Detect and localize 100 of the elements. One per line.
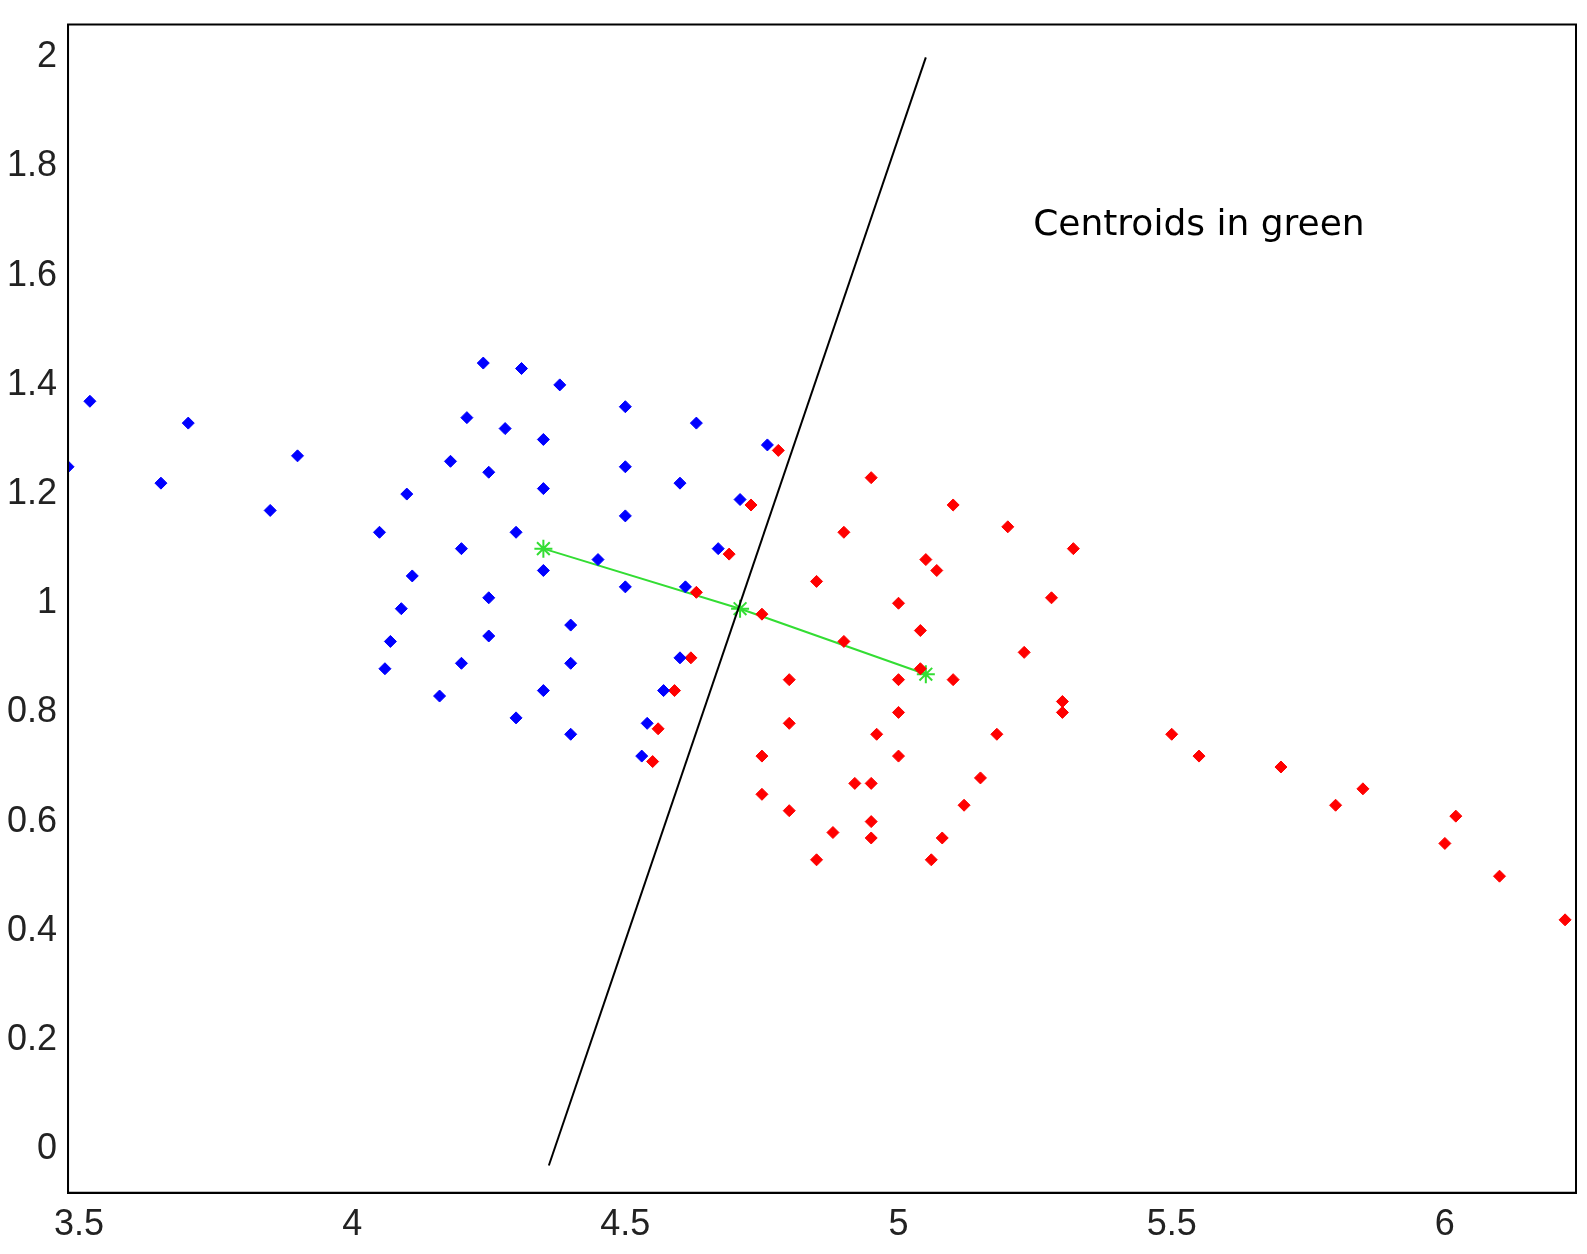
annotation: Centroids in green: [1033, 201, 1365, 243]
point: [394, 602, 408, 616]
point: [826, 826, 840, 840]
point: [957, 798, 971, 812]
point: [668, 684, 682, 698]
point: [935, 831, 949, 845]
point: [533, 538, 554, 559]
point: [755, 749, 769, 763]
point: [755, 787, 769, 801]
point: [733, 493, 747, 507]
point: [892, 673, 906, 687]
point: [1449, 809, 1463, 823]
point: [657, 684, 671, 698]
point: [771, 443, 785, 457]
point: [924, 853, 938, 867]
point: [892, 749, 906, 763]
point: [536, 482, 550, 496]
y-tick-label: 0.8: [7, 689, 58, 731]
point: [154, 476, 168, 490]
point: [782, 716, 796, 730]
y-tick-label: 1.2: [7, 470, 58, 512]
point: [1493, 869, 1507, 883]
point: [689, 585, 703, 599]
point: [553, 378, 567, 392]
point: [1165, 727, 1179, 741]
point: [684, 651, 698, 665]
point: [744, 498, 758, 512]
point: [482, 629, 496, 643]
point: [1192, 749, 1206, 763]
point: [673, 651, 687, 665]
point: [498, 422, 512, 436]
y-tick-label: 1.8: [7, 143, 58, 185]
point: [915, 664, 936, 685]
point: [864, 471, 878, 485]
point: [564, 618, 578, 632]
point: [919, 553, 933, 567]
point: [515, 362, 529, 376]
point: [618, 580, 632, 594]
point: [837, 634, 851, 648]
point: [618, 460, 632, 474]
point: [433, 689, 447, 703]
x-tick-label: 3.5: [53, 1202, 104, 1244]
point: [444, 454, 457, 468]
point: [711, 542, 725, 556]
point: [848, 776, 862, 790]
point: [646, 755, 660, 769]
point: [678, 580, 692, 594]
point: [782, 804, 796, 818]
y-tick-label: 0.2: [7, 1016, 58, 1058]
point: [913, 662, 927, 676]
x-tick-label: 5.5: [1146, 1202, 1197, 1244]
y-tick-label: 1: [37, 580, 58, 622]
y-tick-label: 0.6: [7, 798, 58, 840]
point: [1274, 760, 1288, 774]
point: [263, 503, 277, 517]
point: [83, 394, 97, 408]
point: [509, 711, 523, 725]
point: [1001, 520, 1015, 534]
point: [509, 525, 523, 539]
point: [870, 727, 884, 741]
point: [973, 771, 987, 785]
point: [1356, 782, 1370, 796]
point: [1055, 705, 1069, 719]
point: [689, 416, 703, 430]
point: [946, 673, 960, 687]
point: [1438, 836, 1452, 850]
point: [405, 569, 419, 583]
x-tick-label: 6: [1434, 1202, 1455, 1244]
point: [1329, 798, 1343, 812]
point: [673, 476, 687, 490]
point: [990, 727, 1004, 741]
point: [454, 542, 468, 556]
point: [400, 487, 414, 501]
point: [1017, 645, 1031, 659]
point: [482, 465, 496, 479]
point: [722, 547, 736, 561]
point: [730, 598, 751, 619]
point: [635, 749, 649, 763]
y-tick-label: 0.4: [7, 907, 58, 949]
point: [810, 853, 824, 867]
point: [651, 722, 665, 736]
point: [1558, 913, 1572, 927]
point: [564, 727, 578, 741]
point: [782, 673, 796, 687]
x-tick-label: 5: [888, 1202, 909, 1244]
point: [372, 525, 386, 539]
x-tick-label: 4: [342, 1202, 363, 1244]
point: [181, 416, 195, 430]
point: [755, 607, 769, 621]
point: [618, 400, 632, 414]
point: [536, 563, 550, 577]
point: [383, 634, 397, 648]
point: [460, 411, 474, 425]
y-tick-label: 0: [37, 1126, 58, 1168]
point: [454, 656, 468, 670]
point: [378, 662, 392, 676]
y-tick-label: 1.4: [7, 361, 58, 403]
x-tick-label: 4.5: [600, 1202, 651, 1244]
point: [760, 438, 774, 452]
point: [291, 449, 305, 463]
